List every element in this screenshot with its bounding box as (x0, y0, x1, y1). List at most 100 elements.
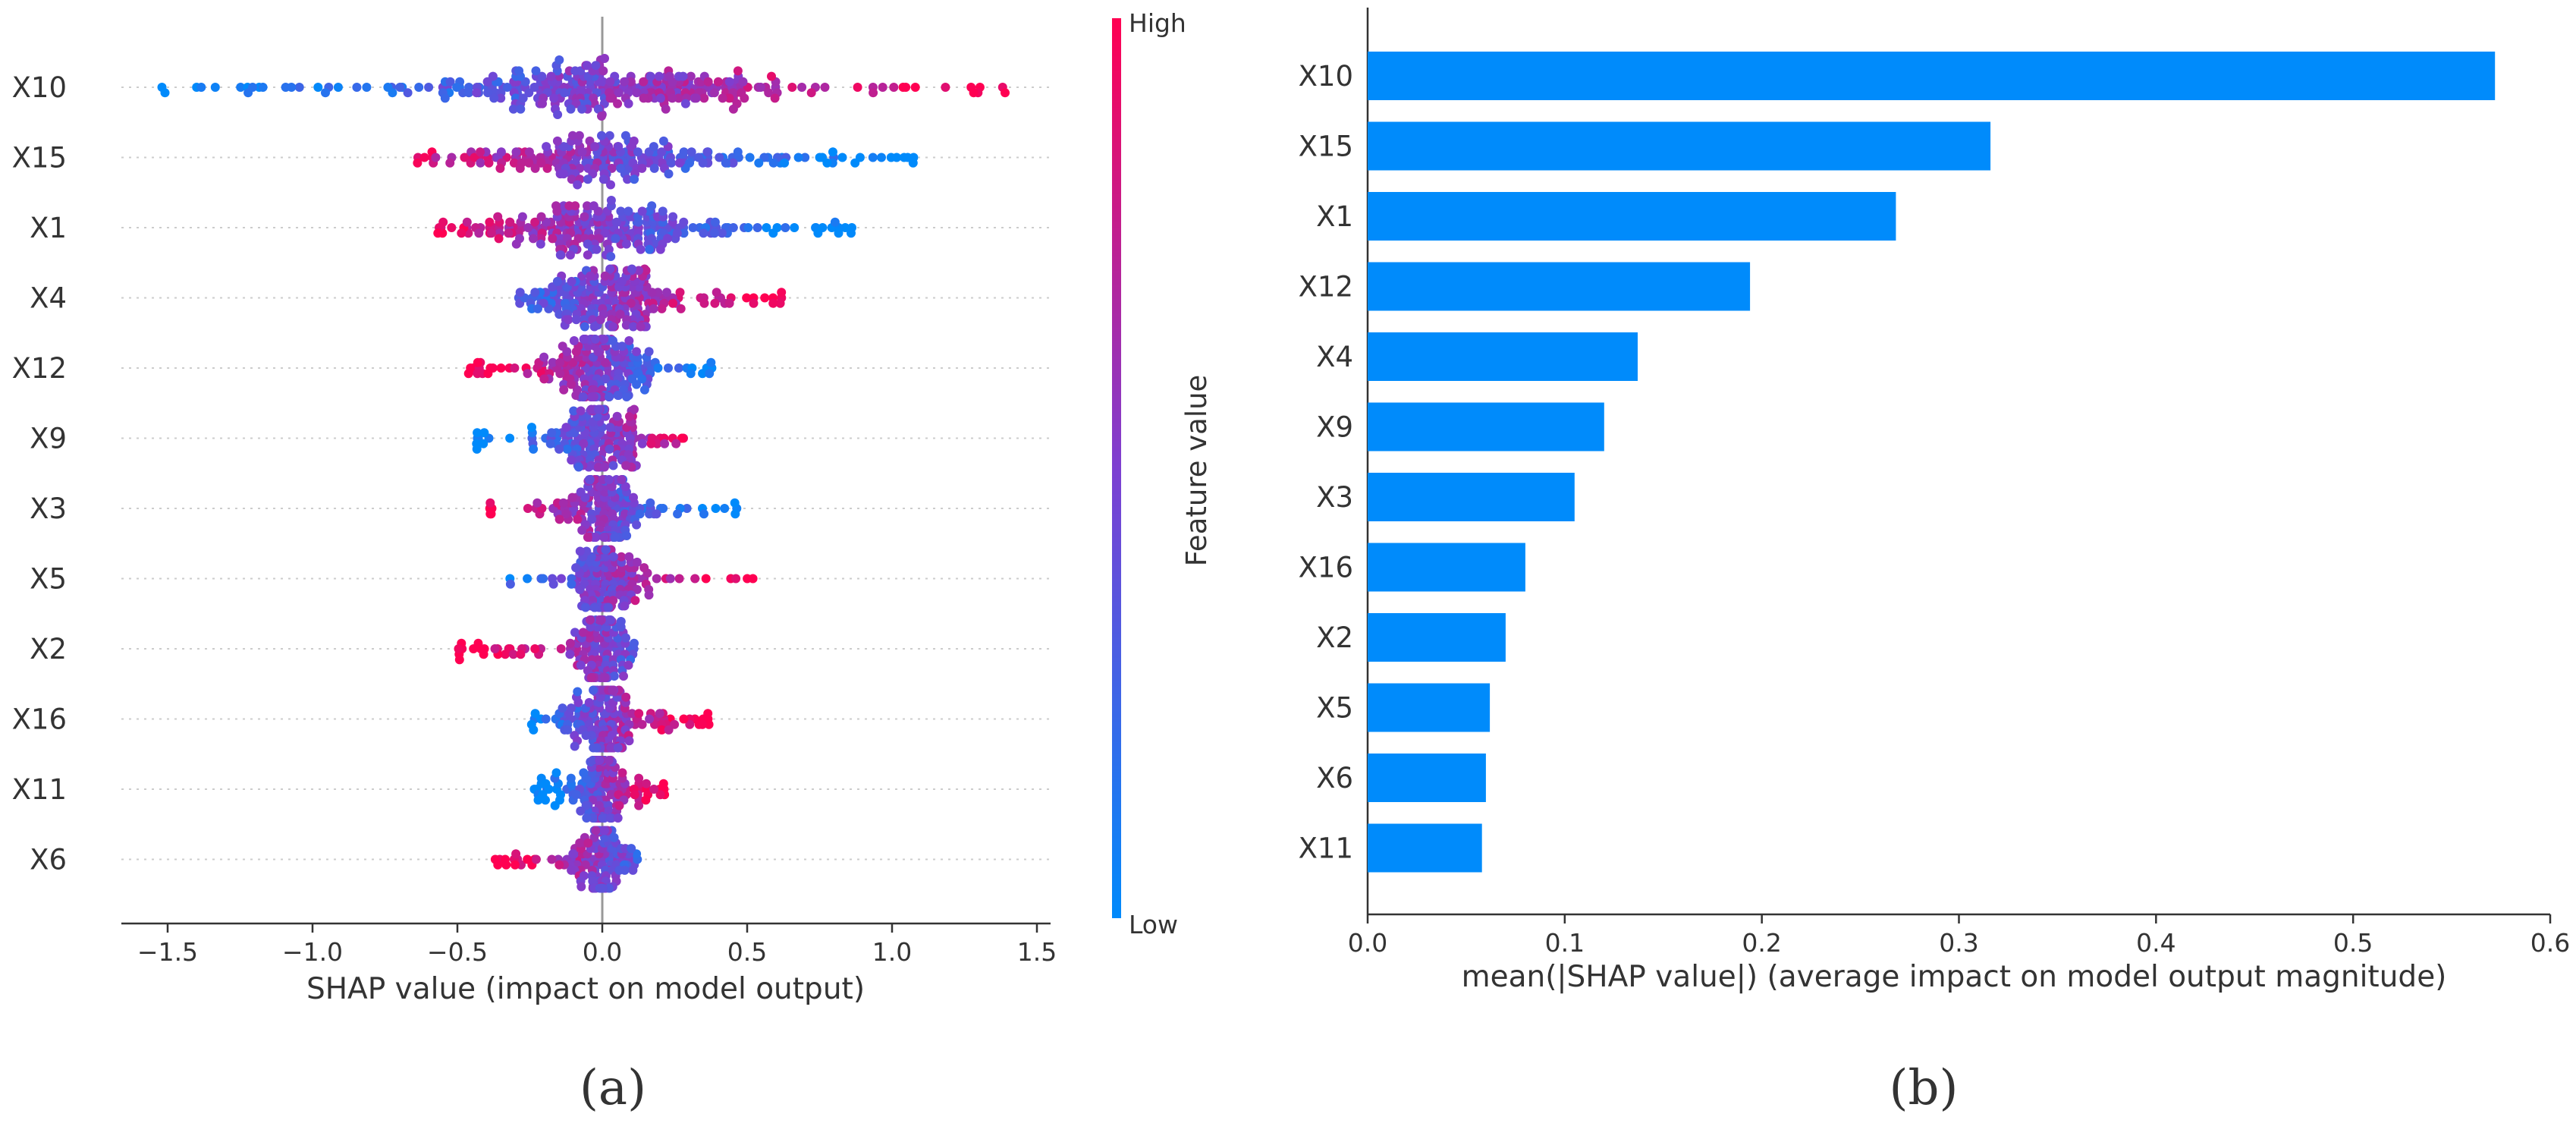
beeswarm-point-x15 (574, 131, 584, 140)
beeswarm-point-x15 (476, 147, 485, 157)
beeswarm-point-x9 (612, 411, 622, 421)
beeswarm-point-x9 (505, 433, 515, 443)
beeswarm-point-x10 (591, 61, 601, 71)
beeswarm-point-x1 (645, 244, 655, 254)
beeswarm-feature-label-x5: X5 (30, 563, 67, 596)
beeswarm-point-x11 (614, 801, 624, 810)
beeswarm-point-x1 (621, 239, 631, 249)
beeswarm-point-x10 (614, 88, 624, 98)
beeswarm-point-x10 (668, 93, 677, 103)
beeswarm-point-x10 (395, 83, 405, 92)
beeswarm-point-x9 (599, 462, 609, 472)
beeswarm-point-x6 (490, 854, 500, 864)
beeswarm-point-x12 (698, 369, 708, 379)
beeswarm-point-x3 (632, 520, 642, 530)
beeswarm-point-x15 (793, 153, 803, 162)
beeswarm-point-x15 (754, 158, 764, 168)
beeswarm-point-x4 (676, 304, 686, 313)
beeswarm-point-x15 (598, 175, 608, 184)
beeswarm-point-x2 (454, 655, 464, 665)
beeswarm-point-x1 (494, 234, 504, 244)
beeswarm-point-x10 (1001, 88, 1010, 98)
beeswarm-point-x10 (236, 83, 246, 92)
beeswarm-point-x15 (559, 169, 569, 179)
beeswarm-point-x2 (621, 633, 630, 643)
beeswarm-point-x10 (764, 88, 774, 98)
beeswarm-point-x12 (473, 357, 482, 367)
beeswarm-point-x3 (658, 504, 668, 513)
beeswarm-point-x1 (555, 250, 565, 260)
beeswarm-point-x15 (644, 158, 654, 168)
beeswarm-point-x3 (590, 533, 600, 542)
beeswarm-point-x1 (688, 223, 698, 232)
beeswarm-x-tick-label: −1.5 (137, 937, 198, 967)
beeswarm-point-x9 (567, 455, 576, 465)
beeswarm-point-x15 (419, 153, 429, 162)
beeswarm-point-x1 (536, 239, 545, 249)
beeswarm-point-x1 (551, 201, 561, 211)
beeswarm-point-x1 (511, 239, 521, 249)
beeswarm-point-x4 (595, 315, 605, 325)
colorbar-title: Feature value (1180, 375, 1213, 567)
beeswarm-point-x5 (575, 546, 585, 556)
beeswarm-point-x5 (603, 603, 613, 612)
beeswarm-point-x5 (639, 563, 649, 573)
beeswarm-point-x11 (566, 773, 576, 783)
importance-feature-label-x15: X15 (1299, 131, 1353, 163)
beeswarm-point-x4 (567, 276, 576, 286)
beeswarm-point-x16 (685, 719, 695, 729)
beeswarm-point-x9 (529, 444, 539, 454)
beeswarm-point-x10 (661, 104, 671, 114)
colorbar-high-label: High (1129, 8, 1186, 38)
beeswarm-point-x9 (576, 406, 586, 416)
beeswarm-point-x11 (598, 813, 608, 823)
importance-bar-x5 (1368, 683, 1491, 732)
beeswarm-point-x6 (583, 838, 593, 848)
beeswarm-point-x10 (508, 104, 518, 114)
beeswarm-point-x3 (730, 509, 740, 519)
beeswarm-point-x4 (662, 288, 671, 297)
beeswarm-point-x4 (554, 310, 564, 319)
beeswarm-point-x15 (511, 147, 521, 157)
beeswarm-point-x10 (362, 83, 372, 92)
panel-a-label: (a) (580, 1060, 646, 1116)
beeswarm-point-x16 (529, 725, 539, 735)
beeswarm-point-x10 (553, 110, 563, 119)
beeswarm-point-x3 (554, 514, 564, 524)
beeswarm-point-x11 (579, 768, 589, 778)
beeswarm-point-x10 (403, 88, 413, 98)
beeswarm-point-x11 (655, 790, 665, 800)
beeswarm-point-x3 (567, 492, 577, 502)
beeswarm-point-x2 (619, 672, 628, 681)
beeswarm-point-x12 (644, 347, 654, 357)
beeswarm-point-x1 (438, 217, 448, 227)
beeswarm-point-x10 (287, 83, 297, 92)
beeswarm-point-x3 (617, 475, 627, 484)
beeswarm-point-x10 (703, 77, 713, 87)
beeswarm-point-x6 (567, 865, 576, 875)
beeswarm-point-x15 (715, 153, 724, 162)
importance-x-tick-label: 0.1 (1545, 928, 1585, 958)
beeswarm-point-x2 (454, 644, 463, 653)
importance-bar-x11 (1368, 823, 1482, 873)
beeswarm-point-x12 (496, 363, 506, 373)
importance-bar-x9 (1368, 402, 1604, 452)
beeswarm-point-x12 (569, 336, 579, 345)
beeswarm-point-x5 (575, 584, 585, 594)
beeswarm-point-x1 (517, 212, 527, 222)
beeswarm-point-x15 (606, 180, 615, 190)
beeswarm-point-x16 (698, 719, 707, 729)
beeswarm-point-x9 (605, 423, 615, 433)
importance-bar-x10 (1368, 52, 2496, 100)
importance-x-tick-label: 0.3 (1939, 928, 1978, 958)
beeswarm-point-x4 (600, 271, 610, 281)
beeswarm-point-x2 (576, 660, 586, 670)
importance-bar-x1 (1368, 192, 1896, 241)
beeswarm-point-x3 (635, 509, 645, 519)
beeswarm-point-x11 (551, 768, 561, 778)
beeswarm-point-x1 (606, 252, 616, 261)
beeswarm-point-x10 (709, 88, 719, 98)
beeswarm-point-x12 (555, 369, 565, 379)
